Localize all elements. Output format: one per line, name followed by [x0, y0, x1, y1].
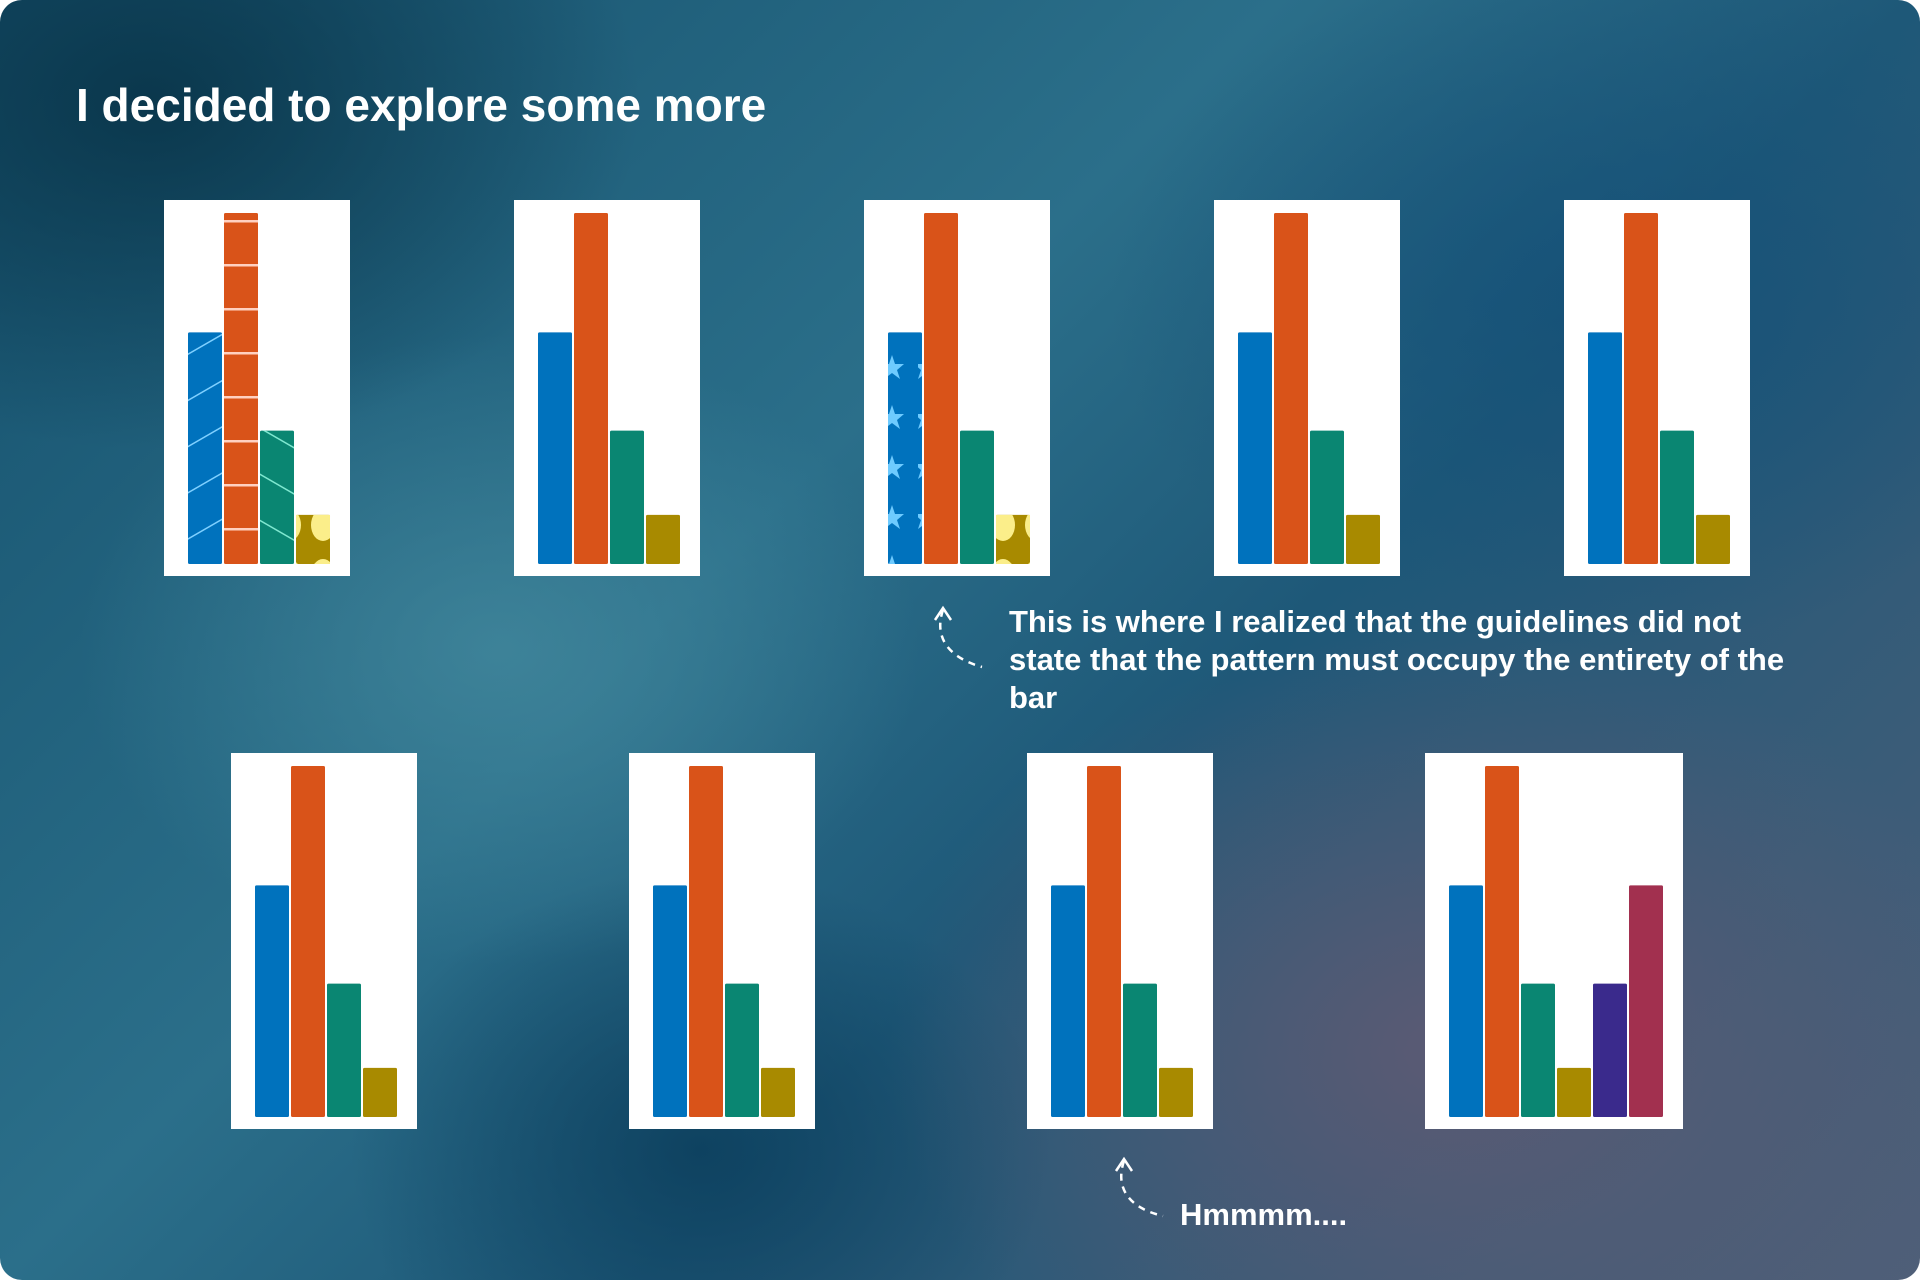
bar — [538, 332, 572, 564]
bar — [1087, 766, 1121, 1117]
bar — [1051, 885, 1085, 1117]
bar — [924, 213, 958, 564]
bar — [1593, 983, 1627, 1117]
bar — [1485, 766, 1519, 1117]
bar — [725, 983, 759, 1117]
bar-pattern — [188, 332, 222, 564]
bar — [1629, 885, 1663, 1117]
bar — [574, 213, 608, 564]
bar — [1123, 983, 1157, 1117]
arrow — [1120, 1160, 1164, 1218]
bar — [363, 1067, 397, 1117]
bar-pattern — [224, 213, 258, 564]
annotation: This is where I realized that the guidel… — [1009, 604, 1785, 715]
bar — [291, 766, 325, 1117]
bar — [1521, 983, 1555, 1117]
bar — [1557, 1067, 1591, 1117]
bar — [689, 766, 723, 1117]
bar — [1588, 332, 1622, 564]
bar — [1449, 885, 1483, 1117]
bar — [1274, 213, 1308, 564]
bar-pattern — [296, 514, 330, 564]
bar — [255, 885, 289, 1117]
bar-pattern — [996, 514, 1030, 564]
bar — [1238, 332, 1272, 564]
annotation: Hmmmm.... — [1180, 1197, 1348, 1232]
arrow-head — [1114, 1156, 1134, 1172]
arrow-head — [933, 605, 953, 621]
bar — [1696, 514, 1730, 564]
bar — [1310, 430, 1344, 564]
bar — [1624, 213, 1658, 564]
bar-pattern — [260, 430, 294, 564]
bar — [1159, 1067, 1193, 1117]
bar — [610, 430, 644, 564]
bar — [1346, 514, 1380, 564]
bar — [653, 885, 687, 1117]
bar-pattern — [888, 332, 922, 564]
arrow — [939, 609, 983, 669]
bar — [646, 514, 680, 564]
bar — [327, 983, 361, 1117]
bar — [960, 430, 994, 564]
bar — [1660, 430, 1694, 564]
title: I decided to explore some more — [76, 79, 767, 131]
bar — [761, 1067, 795, 1117]
